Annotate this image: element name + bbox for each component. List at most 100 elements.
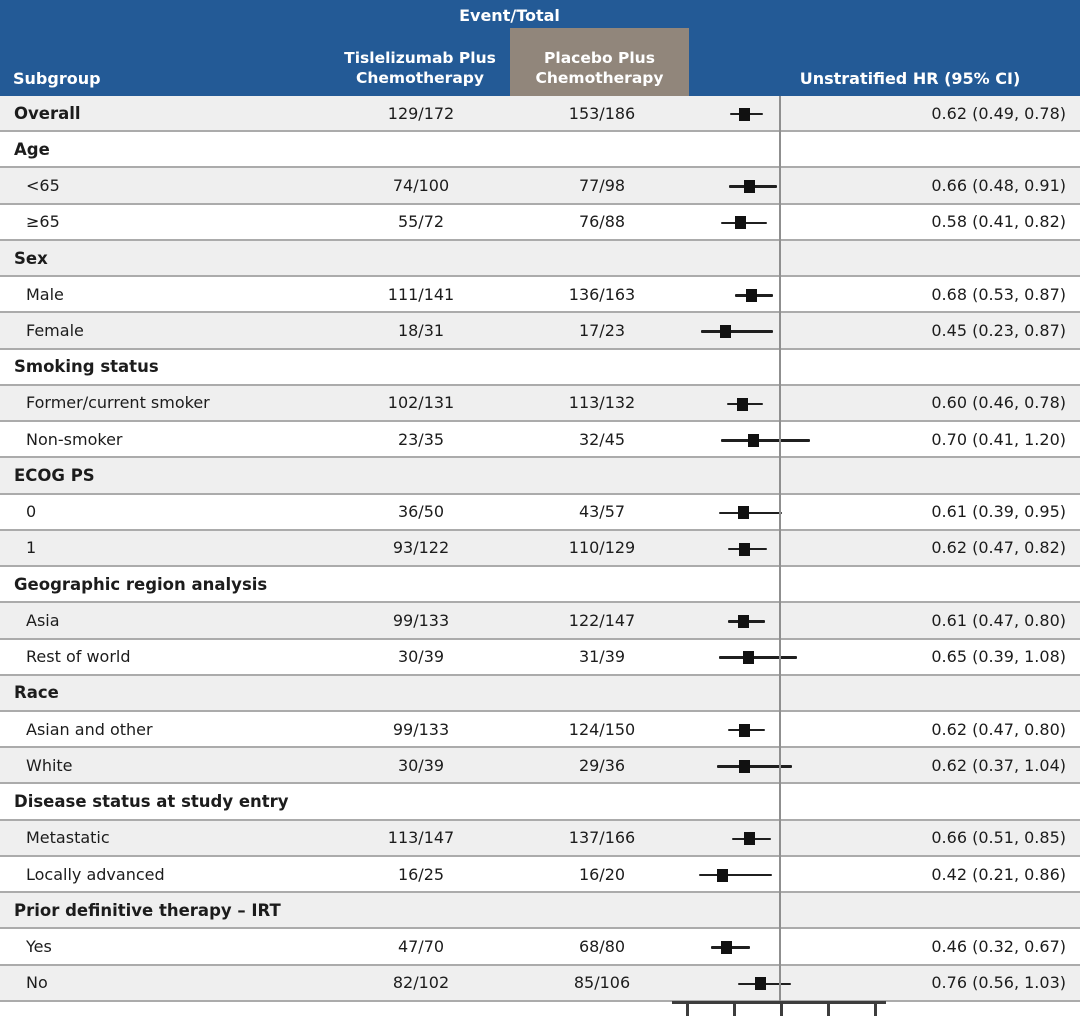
point-estimate-square [721,941,733,955]
point-estimate-square [738,506,750,520]
point-estimate-square [734,216,746,230]
section-row: Sex [0,240,1080,278]
placebo-events-cell: 32/45 [578,429,626,449]
hr-column-header: Unstratified HR (95% CI) [799,69,1021,88]
table-row: No 82/102 85/106 0.76 (0.56, 1.03) [0,965,1080,1002]
ci-line [718,656,797,659]
placebo-events-cell: 110/129 [568,538,636,558]
axis-tick [874,1002,877,1016]
hr-ci-cell: 0.45 (0.23, 0.87) [931,321,1066,341]
placebo-header-band [510,28,689,96]
axis-tick [827,1002,830,1016]
subgroup-cell: <65 [26,176,60,196]
subgroup-cell: Yes [26,937,52,956]
subgroup-cell: Prior definitive therapy – IRT [14,900,281,920]
section-row: Geographic region analysis [0,567,1080,604]
subgroup-cell: White [26,755,73,775]
subgroup-cell: Female [26,321,84,341]
point-estimate-square [748,433,760,447]
tislelizumab-events-cell: 36/50 [397,502,445,522]
table-row: Non-smoker 23/35 32/45 0.70 (0.41, 1.20) [0,422,1080,459]
tislelizumab-events-cell: 47/70 [397,937,445,956]
ci-line [716,765,792,768]
placebo-events-cell: 43/57 [578,502,626,522]
placebo-events-cell: 85/106 [573,973,631,993]
subgroup-cell: Asian and other [26,719,153,739]
subgroup-cell: ≥65 [26,212,60,232]
subgroup-cell: Locally advanced [26,864,165,884]
ci-line [700,330,773,333]
ci-line [721,439,810,442]
hr-ci-cell: 0.66 (0.51, 0.85) [931,828,1066,848]
hr-ci-cell: 0.42 (0.21, 0.86) [931,864,1066,884]
tislelizumab-events-cell: 113/147 [387,828,455,848]
subgroup-cell: Sex [14,248,48,268]
hr-ci-cell: 0.61 (0.47, 0.80) [931,610,1066,630]
section-row: Prior definitive therapy – IRT [0,893,1080,930]
placebo-events-cell: 29/36 [578,755,626,775]
point-estimate-square [746,288,757,302]
subgroup-cell: Disease status at study entry [14,792,289,812]
hr-ci-cell: 0.62 (0.37, 1.04) [931,755,1066,775]
reference-line [779,96,781,1002]
placebo-events-cell: 113/132 [568,393,636,413]
subgroup-cell: Non-smoker [26,429,123,449]
tislelizumab-column-header: Tislelizumab Plus Chemotherapy [344,48,496,87]
hr-ci-cell: 0.62 (0.47, 0.80) [931,719,1066,739]
point-estimate-square [739,759,751,773]
placebo-events-cell: 16/20 [578,864,626,884]
event-total-header: Event/Total [459,6,560,25]
hr-ci-cell: 0.60 (0.46, 0.78) [931,393,1066,413]
table-row: 1 93/122 110/129 0.62 (0.47, 0.82) [0,530,1080,568]
placebo-events-cell: 124/150 [568,719,636,739]
table-row: ≥65 55/72 76/88 0.58 (0.41, 0.82) [0,205,1080,241]
subgroup-cell: ECOG PS [14,465,95,485]
table-row: Metastatic 113/147 137/166 0.66 (0.51, 0.85… [0,820,1080,857]
table-row: Overall 129/172 153/186 0.62 (0.49, 0.78) [0,96,1080,133]
placebo-events-cell: 17/23 [578,321,626,341]
placebo-events-cell: 76/88 [578,212,626,232]
tislelizumab-events-cell: 82/102 [392,973,450,993]
hr-ci-cell: 0.70 (0.41, 1.20) [931,429,1066,449]
tislelizumab-events-cell: 16/25 [397,864,445,884]
tislelizumab-events-cell: 99/133 [392,610,450,630]
point-estimate-square [716,868,728,882]
table-row: Rest of world 30/39 31/39 0.65 (0.39, 1.08) [0,640,1080,676]
subgroup-cell: Race [14,683,59,703]
point-estimate-square [743,180,755,194]
table-header: Event/Total Subgroup Tislelizumab Plus C… [0,0,1080,96]
section-row: Smoking status [0,350,1080,386]
table-row: Asia 99/133 122/147 0.61 (0.47, 0.80) [0,603,1080,640]
table-row: Yes 47/70 68/80 0.46 (0.32, 0.67) [0,929,1080,966]
subgroup-cell: Rest of world [26,647,131,667]
subgroup-cell: Male [26,284,64,304]
tislelizumab-events-cell: 18/31 [397,321,445,341]
axis-tick [686,1002,689,1016]
hr-ci-cell: 0.46 (0.32, 0.67) [931,937,1066,956]
placebo-events-cell: 77/98 [578,176,626,196]
table-row: Male 111/141 136/163 0.68 (0.53, 0.87) [0,277,1080,314]
point-estimate-square [738,614,750,628]
hr-ci-cell: 0.66 (0.48, 0.91) [931,176,1066,196]
axis-tick [780,1002,783,1016]
section-row: Race [0,675,1080,712]
point-estimate-square [739,107,751,121]
table-row: Asian and other 99/133 124/150 0.62 (0.47, … [0,712,1080,749]
point-estimate-square [720,325,732,339]
table-row: White 30/39 29/36 0.62 (0.37, 1.04) [0,748,1080,785]
placebo-events-cell: 137/166 [568,828,636,848]
subgroup-cell: Overall [14,103,81,123]
tislelizumab-events-cell: 55/72 [397,212,445,232]
tislelizumab-events-cell: 23/35 [397,429,445,449]
section-row: Disease status at study entry [0,784,1080,821]
table-row: <65 74/100 77/98 0.66 (0.48, 0.91) [0,168,1080,205]
subgroup-cell: 1 [26,538,37,558]
placebo-events-cell: 31/39 [578,647,626,667]
subgroup-cell: Geographic region analysis [14,574,268,594]
point-estimate-square [739,542,751,556]
tislelizumab-events-cell: 129/172 [387,103,455,123]
hr-ci-cell: 0.62 (0.47, 0.82) [931,538,1066,558]
point-estimate-square [737,397,748,411]
table-row: Female 18/31 17/23 0.45 (0.23, 0.87) [0,313,1080,350]
